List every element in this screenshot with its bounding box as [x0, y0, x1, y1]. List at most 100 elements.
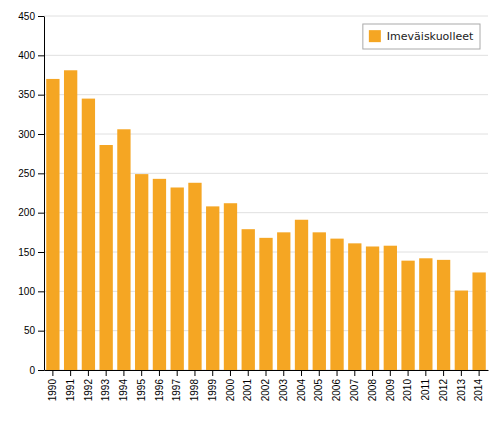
- x-tick: 2003: [278, 370, 289, 401]
- x-tick-label: 2006: [331, 379, 342, 402]
- x-tick: 2012: [438, 370, 449, 401]
- bar: [224, 203, 237, 370]
- y-tick-label: 150: [18, 247, 35, 258]
- x-tick: 1994: [118, 370, 129, 401]
- legend-swatch: [369, 30, 381, 42]
- y-tick-mark: [38, 134, 44, 135]
- y-tick: 450: [18, 11, 44, 22]
- x-tick: 1995: [136, 370, 147, 401]
- x-tick-mark: [337, 370, 338, 376]
- bar: [277, 232, 290, 370]
- x-tick-label: 1999: [207, 379, 218, 402]
- grid: [44, 16, 488, 370]
- bar: [259, 238, 272, 370]
- x-tick: 1996: [154, 370, 165, 401]
- x-tick-mark: [159, 370, 160, 376]
- x-tick: 2001: [242, 370, 253, 401]
- y-tick-mark: [38, 95, 44, 96]
- x-tick-label: 1991: [65, 379, 76, 402]
- x-tick-mark: [141, 370, 142, 376]
- x-tick-label: 2011: [420, 379, 431, 401]
- x-tick: 2006: [331, 370, 342, 401]
- x-tick-label: 2007: [349, 379, 360, 402]
- x-tick: 1990: [47, 370, 58, 401]
- y-tick-label: 200: [18, 207, 35, 218]
- y-tick-mark: [38, 16, 44, 17]
- x-tick-label: 1992: [83, 379, 94, 402]
- y-tick-mark: [38, 252, 44, 253]
- bar: [135, 174, 148, 370]
- x-tick-mark: [425, 370, 426, 376]
- y-tick-label: 50: [24, 325, 36, 336]
- x-tick-mark: [266, 370, 267, 376]
- grid-line: [44, 55, 488, 56]
- x-tick-label: 2002: [260, 379, 271, 402]
- y-tick-mark: [38, 291, 44, 292]
- x-tick-label: 1993: [100, 379, 111, 402]
- x-tick-mark: [88, 370, 89, 376]
- x-tick: 2002: [260, 370, 271, 401]
- x-tick-mark: [443, 370, 444, 376]
- x-tick-label: 1995: [136, 379, 147, 402]
- x-tick: 2005: [313, 370, 324, 401]
- x-tick-label: 2005: [313, 379, 324, 402]
- bar: [313, 232, 326, 370]
- x-tick-mark: [194, 370, 195, 376]
- x-tick-mark: [230, 370, 231, 376]
- bar: [100, 145, 113, 370]
- bar: [455, 291, 468, 370]
- y-tick-mark: [38, 55, 44, 56]
- x-tick: 1999: [207, 370, 218, 401]
- x-tick-label: 2001: [242, 379, 253, 402]
- x-tick-mark: [70, 370, 71, 376]
- bar: [472, 272, 485, 370]
- bar: [348, 243, 361, 370]
- grid-line: [44, 94, 488, 95]
- x-tick-label: 2003: [278, 379, 289, 402]
- x-tick-label: 1998: [189, 379, 200, 402]
- x-tick: 2011: [420, 370, 431, 401]
- grid-line: [44, 134, 488, 135]
- x-tick-label: 1994: [118, 379, 129, 402]
- y-tick-label: 300: [18, 129, 35, 140]
- x-tick-mark: [248, 370, 249, 376]
- bar: [384, 246, 397, 370]
- y-tick-label: 250: [18, 168, 35, 179]
- bar: [117, 129, 130, 370]
- bar: [366, 246, 379, 370]
- x-tick-mark: [319, 370, 320, 376]
- y-tick-mark: [38, 331, 44, 332]
- bar: [419, 258, 432, 370]
- x-tick-label: 1996: [154, 379, 165, 402]
- y-tick: 50: [24, 325, 44, 336]
- x-tick-mark: [479, 370, 480, 376]
- y-tick-label: 100: [18, 286, 35, 297]
- x-tick: 1997: [171, 370, 182, 401]
- x-axis: 1990 1991 1992 1993 1994 1995 1996 1997 1998 1999…: [45, 370, 489, 401]
- x-tick: 1991: [65, 370, 76, 401]
- x-tick: 1992: [83, 370, 94, 401]
- y-tick-label: 400: [18, 50, 35, 61]
- x-tick-mark: [372, 370, 373, 376]
- x-tick-label: 2009: [385, 379, 396, 402]
- bar: [171, 187, 184, 370]
- x-tick-mark: [408, 370, 409, 376]
- x-tick-mark: [106, 370, 107, 376]
- x-tick: 2007: [349, 370, 360, 401]
- y-tick-label: 350: [18, 89, 35, 100]
- x-tick: 2000: [225, 370, 236, 401]
- chart: 1990 1991 1992 1993 1994 1995 1996 1997 1998 1999…: [0, 0, 504, 422]
- bar: [188, 183, 201, 370]
- bar: [206, 206, 219, 370]
- x-tick: 2004: [296, 370, 307, 401]
- x-tick-label: 2013: [456, 379, 467, 402]
- x-tick-mark: [301, 370, 302, 376]
- x-tick-label: 2000: [225, 379, 236, 402]
- y-tick-label: 0: [29, 365, 35, 376]
- x-tick-mark: [123, 370, 124, 376]
- x-tick: 1998: [189, 370, 200, 401]
- y-tick-mark: [38, 173, 44, 174]
- x-tick-label: 2014: [473, 379, 484, 402]
- x-tick: 2008: [367, 370, 378, 401]
- grid-line: [44, 16, 488, 17]
